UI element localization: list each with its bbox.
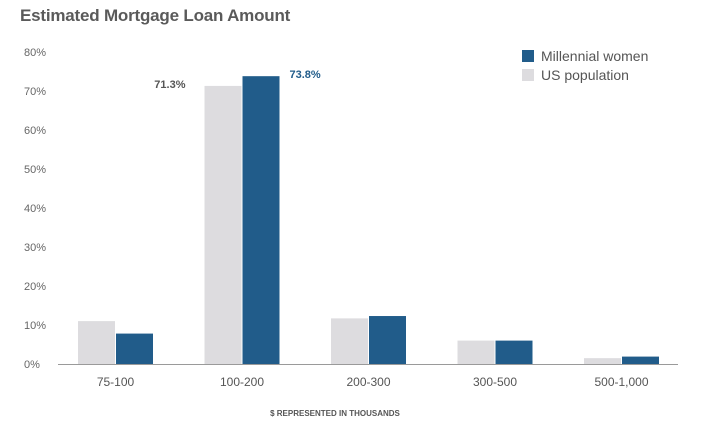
y-tick-70: 70% bbox=[24, 86, 46, 98]
x-axis-label: $ REPRESENTED IN THOUSANDS bbox=[270, 409, 400, 418]
data-labels: 71.3% 73.8% bbox=[154, 69, 321, 91]
x-tick-300-500: 300-500 bbox=[473, 375, 517, 389]
data-label-us-population: 71.3% bbox=[154, 79, 185, 91]
y-tick-0: 0% bbox=[24, 359, 40, 371]
y-tick-30: 30% bbox=[24, 242, 46, 254]
bars bbox=[78, 76, 659, 365]
y-axis-ticks: 0% 10% 20% 30% 40% 50% 60% 70% 80% bbox=[24, 47, 46, 371]
data-label-millennial-women: 73.8% bbox=[290, 69, 321, 81]
y-tick-60: 60% bbox=[24, 125, 46, 137]
bar-us-population-75-100 bbox=[78, 321, 115, 364]
x-tick-200-300: 200-300 bbox=[346, 375, 390, 389]
bar-millennial-women-500-1-000 bbox=[622, 356, 659, 364]
legend-item-millennial-women: Millennial women bbox=[522, 46, 648, 65]
bar-us-population-100-200 bbox=[204, 85, 242, 365]
x-axis-ticks: 75-100 100-200 200-300 300-500 500-1,000 bbox=[97, 375, 649, 389]
x-tick-75-100: 75-100 bbox=[97, 375, 135, 389]
bar-millennial-women-200-300 bbox=[369, 316, 406, 364]
y-tick-10: 10% bbox=[24, 320, 46, 332]
legend-swatch-us-population bbox=[522, 68, 534, 81]
bar-us-population-300-500 bbox=[457, 340, 495, 364]
chart-title: Estimated Mortgage Loan Amount bbox=[20, 6, 291, 25]
bar-millennial-women-75-100 bbox=[116, 333, 153, 364]
legend-item-us-population: US population bbox=[522, 65, 648, 84]
bar-millennial-women-100-200 bbox=[242, 76, 280, 365]
y-tick-80: 80% bbox=[24, 47, 46, 59]
x-tick-100-200: 100-200 bbox=[220, 375, 264, 389]
bar-millennial-women-300-500 bbox=[495, 340, 533, 364]
legend-label-millennial-women: Millennial women bbox=[541, 47, 649, 64]
y-tick-40: 40% bbox=[24, 203, 46, 215]
bar-us-population-200-300 bbox=[331, 318, 368, 364]
x-tick-500-1-000: 500-1,000 bbox=[594, 375, 648, 389]
y-tick-50: 50% bbox=[24, 164, 46, 176]
y-tick-20: 20% bbox=[24, 281, 46, 293]
legend: Millennial women US population bbox=[522, 46, 648, 84]
legend-swatch-millennial-women bbox=[522, 49, 534, 62]
legend-label-us-population: US population bbox=[541, 66, 629, 83]
bar-us-population-500-1-000 bbox=[584, 358, 621, 364]
